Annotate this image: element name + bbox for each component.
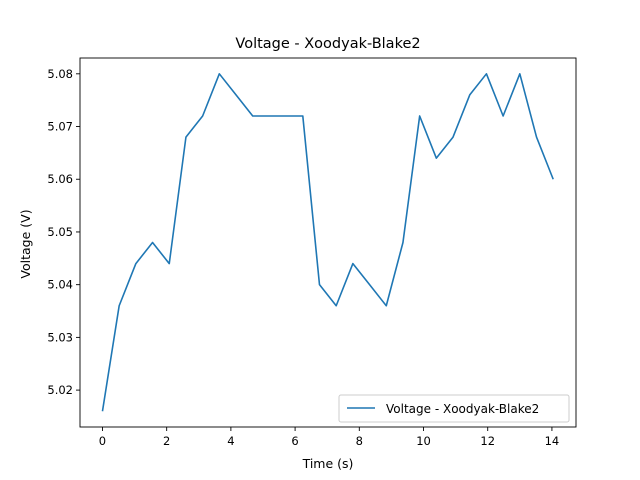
y-tick-label: 5.02 [47,383,73,397]
x-tick-label: 4 [227,434,234,448]
chart-title: Voltage - Xoodyak-Blake2 [235,36,420,52]
legend-frame [338,394,570,423]
x-tick-label: 10 [416,434,431,448]
y-tick-label: 5.06 [47,172,73,186]
legend: Voltage - Xoodyak-Blake2 [338,394,570,423]
series-line-0 [101,73,554,412]
plot-area: 0 2 4 6 8 10 12 14 5.02 5.03 5.04 5.05 5.06 5.07 5.08 [47,57,577,448]
x-tick-label: 0 [99,434,106,448]
y-tick-label: 5.05 [47,225,73,239]
y-tick-label: 5.07 [47,120,73,134]
y-tick-label: 5.03 [47,330,73,344]
y-tick-label: 5.04 [47,278,73,292]
y-tick-label: 5.08 [47,67,73,81]
y-axis-label: Voltage (V) [18,209,33,278]
x-tick-label: 14 [545,434,560,448]
x-tick-label: 8 [356,434,363,448]
x-tick-label: 12 [480,434,495,448]
x-tick-label: 2 [163,434,170,448]
legend-label: Voltage - Xoodyak-Blake2 [386,402,539,416]
x-tick-label: 6 [291,434,298,448]
x-axis-label: Time (s) [302,456,354,471]
axes-frame [79,57,577,428]
